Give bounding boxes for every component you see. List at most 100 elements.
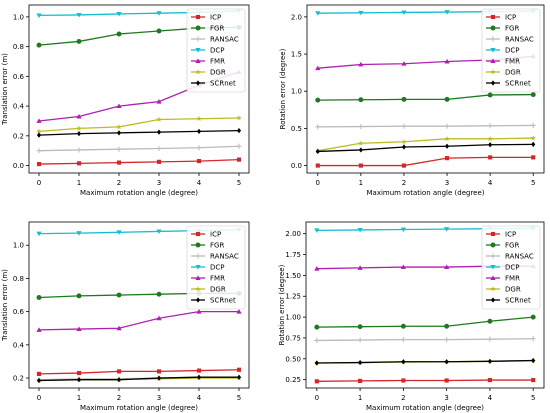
legend-label: ICP <box>210 14 221 22</box>
data-point-icp <box>36 371 42 376</box>
legend-marker <box>490 265 496 270</box>
legend-marker <box>490 48 496 53</box>
y-tick-label: 0.4 <box>13 103 25 111</box>
legend-label: FGR <box>505 25 519 33</box>
data-point-icp <box>196 159 202 164</box>
legend-marker <box>490 275 496 280</box>
data-point-dcp <box>76 13 82 18</box>
data-point-fgr <box>400 323 406 329</box>
data-point-ransac <box>236 143 242 149</box>
data-point-fgr <box>358 97 364 103</box>
data-point-ransac <box>530 122 536 129</box>
legend-label: FMR <box>505 58 520 66</box>
data-point-fgr <box>76 38 82 44</box>
data-point-scrnet <box>76 377 82 383</box>
data-point-scrnet <box>401 144 407 150</box>
plot-frame <box>28 221 250 389</box>
series-line-scrnet <box>317 143 534 153</box>
data-point-dgr <box>76 125 82 131</box>
data-point-ransac <box>116 146 122 152</box>
legend <box>186 225 246 310</box>
data-point-icp <box>358 378 363 383</box>
data-point-icp <box>315 163 320 168</box>
series-line-fmr <box>38 310 239 331</box>
legend-marker <box>195 265 201 270</box>
data-point-fgr <box>487 318 493 324</box>
y-axis-label: Translation error (m) <box>1 53 9 126</box>
data-point-ransac <box>358 123 364 130</box>
data-point-fgr <box>314 324 320 330</box>
legend-label: FGR <box>505 242 519 250</box>
legend-marker <box>195 286 201 292</box>
data-point-dcp <box>76 231 82 236</box>
series-line-dgr <box>38 117 240 133</box>
data-point-scrnet <box>236 374 242 380</box>
series-line-scrnet <box>316 359 534 364</box>
legend-label: DCP <box>505 264 520 272</box>
y-tick-label: 0.8 <box>13 43 24 51</box>
y-tick-label: 0.2 <box>13 375 24 383</box>
legend-marker <box>490 231 496 237</box>
data-point-fmr <box>357 265 363 270</box>
data-point-icp <box>487 377 492 383</box>
x-tick-label: 1 <box>359 179 363 187</box>
chart-4: 0 1 2 3 4 5 0.25 0.50 0.75 1.00 1.25 1.50 1.75 2.00 Ma… <box>278 221 545 412</box>
data-point-fgr <box>401 96 407 102</box>
x-axis-label: Maximum rotation angle (degree) <box>366 189 484 197</box>
legend-marker <box>195 25 201 31</box>
legend-label: DGR <box>505 286 521 294</box>
data-point-fmr <box>36 327 42 332</box>
legend-marker <box>195 14 201 20</box>
plot-frame <box>28 4 250 174</box>
data-point-scrnet <box>76 131 82 137</box>
y-tick-label: 0.75 <box>285 334 301 342</box>
x-tick-label: 2 <box>401 394 405 402</box>
y-tick-label: 1.75 <box>285 251 301 259</box>
data-point-fgr <box>357 324 363 330</box>
legend-marker <box>490 58 496 63</box>
data-point-fgr <box>76 293 82 299</box>
series-line-icp <box>38 369 240 375</box>
data-point-dcp <box>36 231 42 237</box>
legend-marker <box>195 253 201 259</box>
x-axis-label: Maximum rotation angle (degree) <box>80 189 198 197</box>
legend-marker <box>195 69 201 75</box>
data-point-fmr <box>444 264 450 269</box>
series-line-icp <box>38 158 240 165</box>
y-tick-label: 1.25 <box>285 293 301 301</box>
data-point-dcp <box>357 227 363 233</box>
data-point-dcp <box>116 11 122 17</box>
data-point-dgr <box>487 135 493 142</box>
data-point-scrnet <box>314 360 319 366</box>
y-tick-label: 1.5 <box>291 51 302 59</box>
data-point-fgr <box>36 42 42 48</box>
data-point-fgr <box>116 31 122 37</box>
legend-label: DCP <box>505 47 520 55</box>
legend-label: FMR <box>210 275 225 283</box>
legend-marker <box>195 36 201 42</box>
data-point-ransac <box>444 337 450 343</box>
legend-label: FMR <box>210 58 225 66</box>
data-point-scrnet <box>116 130 122 136</box>
data-point-dcp <box>315 11 321 16</box>
x-tick-label: 2 <box>402 179 406 187</box>
data-point-fmr <box>156 99 162 104</box>
data-point-fmr <box>156 315 162 321</box>
data-point-fmr <box>236 309 242 314</box>
legend <box>481 8 541 93</box>
legend-label: RANSAC <box>210 253 239 261</box>
x-tick-label: 2 <box>117 394 121 402</box>
legend-label: SCRnet <box>210 80 236 88</box>
legend-marker <box>490 36 496 42</box>
data-point-fmr <box>76 326 82 332</box>
data-point-scrnet <box>315 148 320 155</box>
data-point-icp <box>401 163 407 168</box>
series-line-ransac <box>316 338 534 342</box>
data-point-fmr <box>76 113 82 119</box>
data-point-scrnet <box>358 147 363 153</box>
legend-label: DGR <box>210 286 226 294</box>
data-point-icp <box>196 368 202 373</box>
legend-marker <box>490 286 496 292</box>
data-point-scrnet <box>196 128 202 134</box>
y-tick-label: 0.0 <box>291 162 302 170</box>
